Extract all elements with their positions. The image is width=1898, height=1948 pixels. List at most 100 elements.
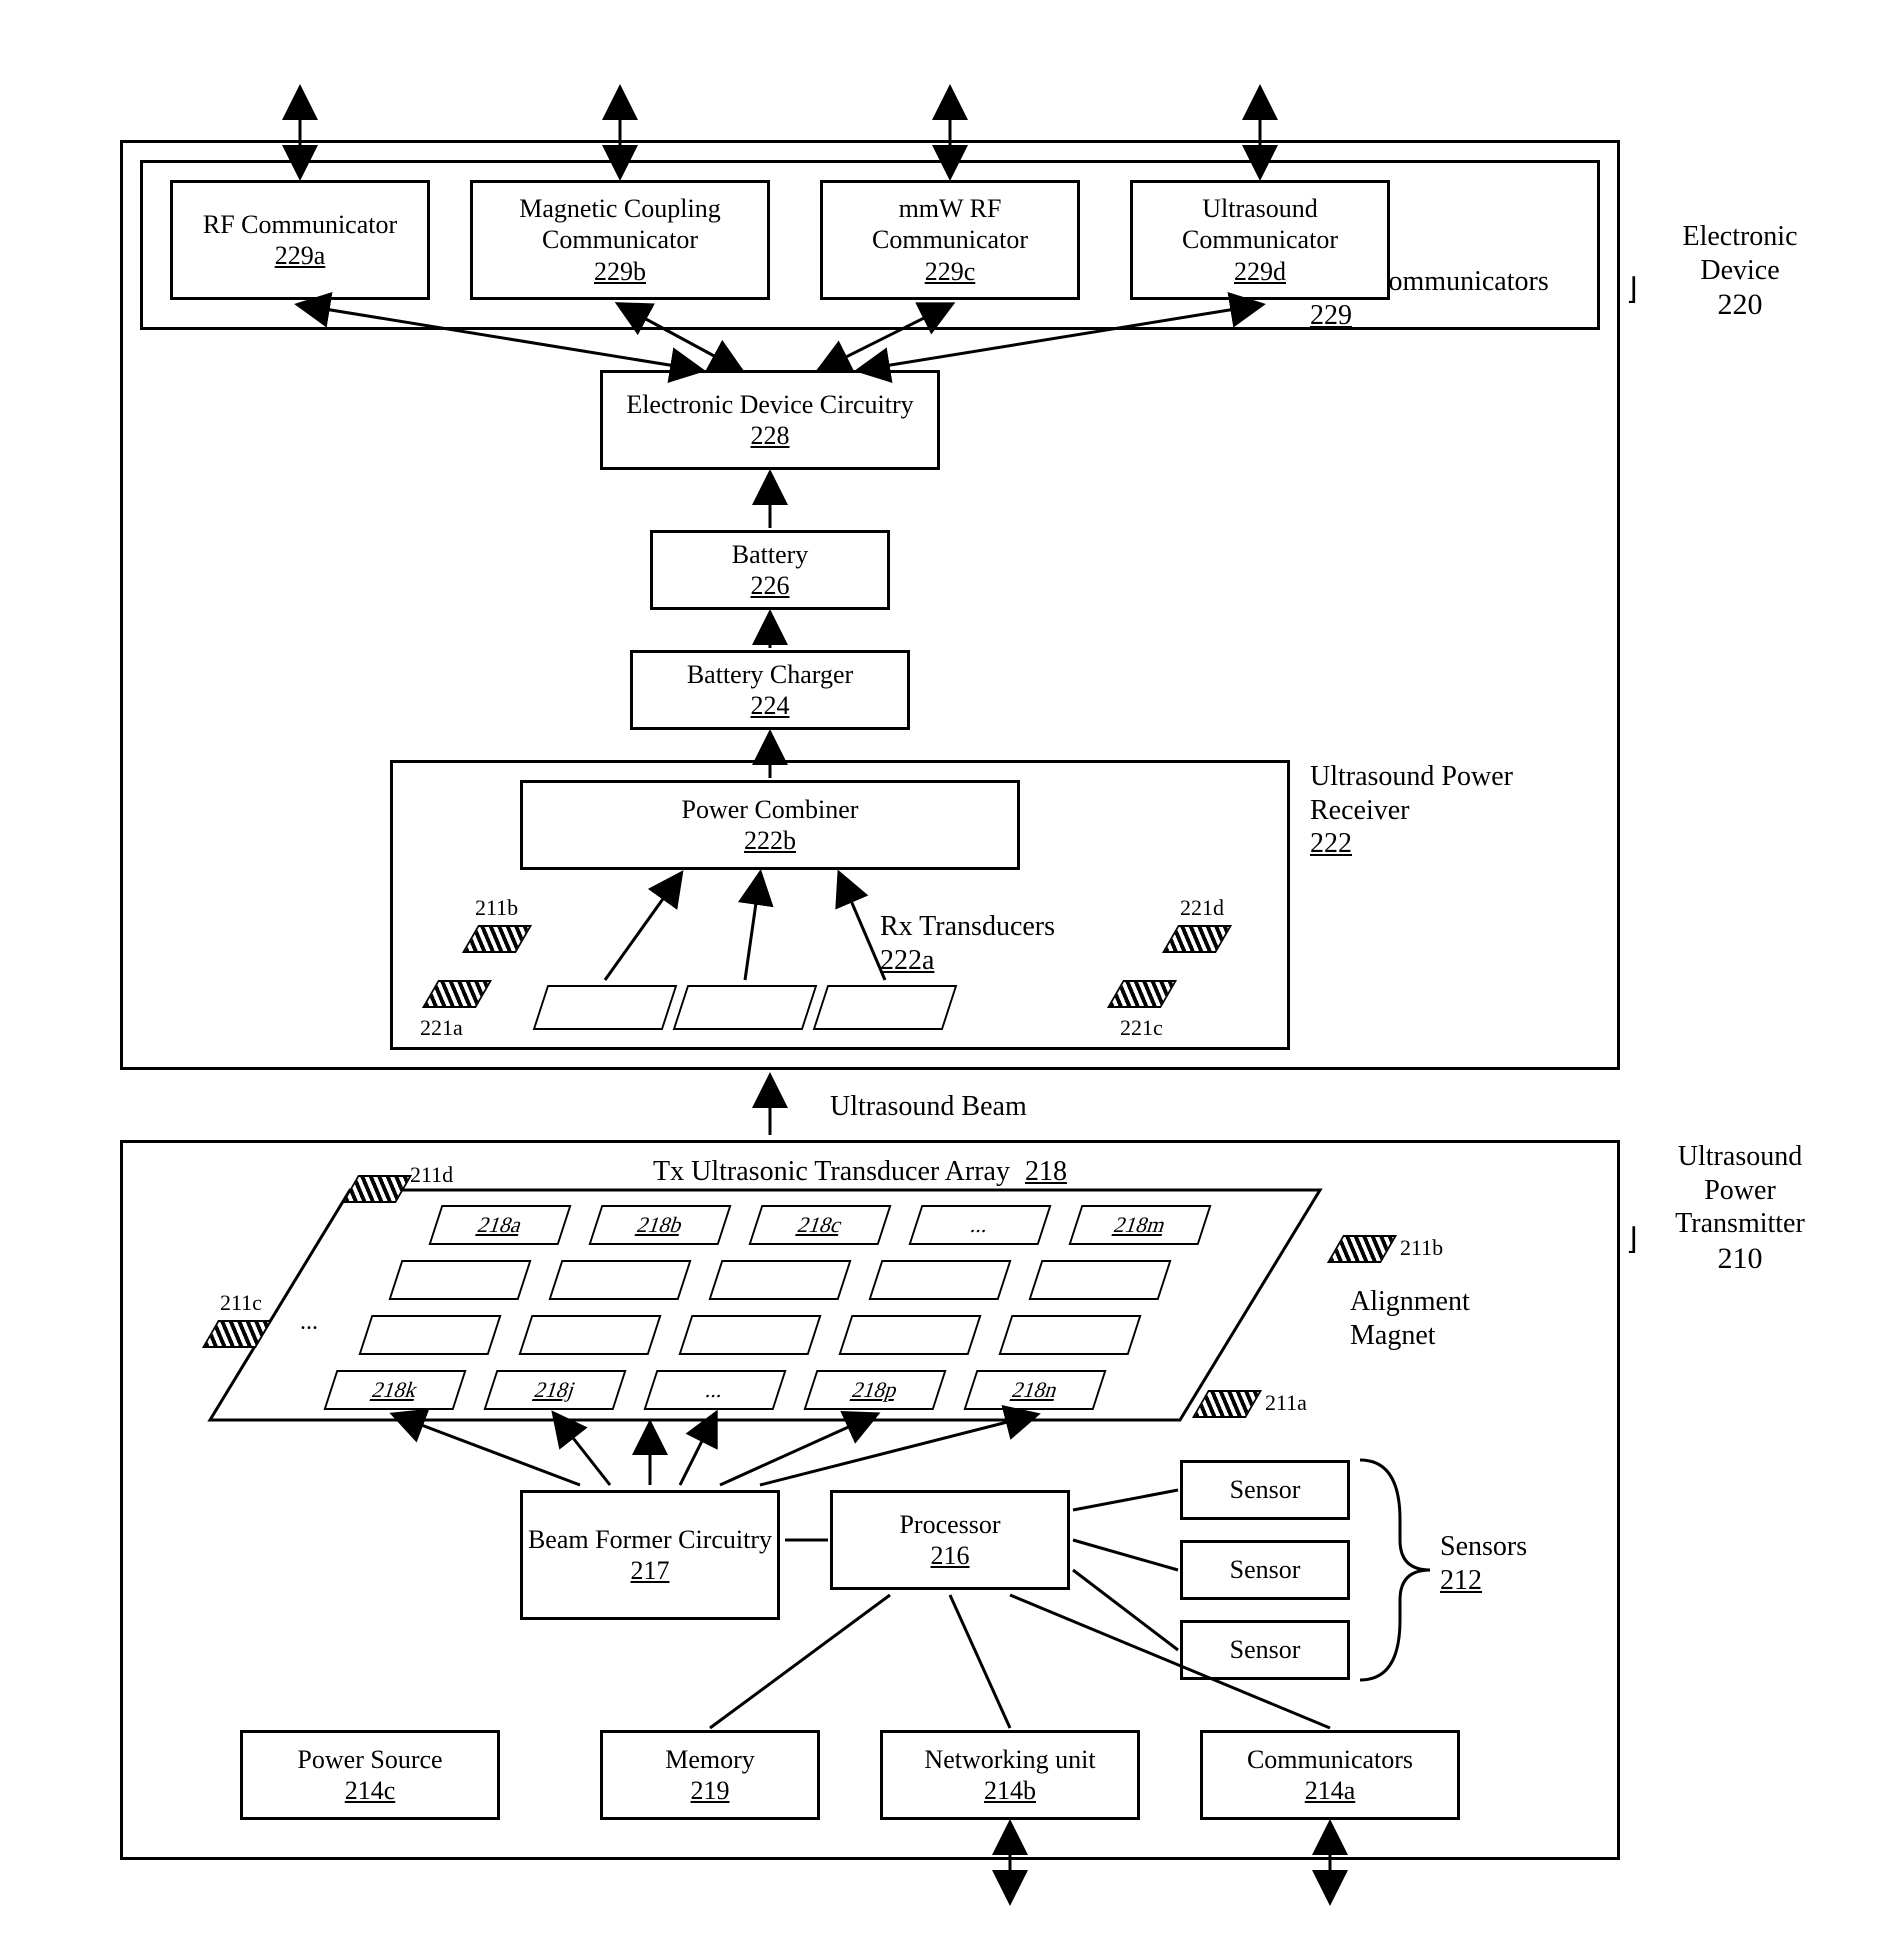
sensors-group-label: Sensors 212 bbox=[1440, 1530, 1527, 1597]
tx-cell-218a: 218a bbox=[429, 1205, 572, 1245]
sensor-1: Sensor bbox=[1230, 1474, 1301, 1505]
processor-ref: 216 bbox=[931, 1540, 970, 1571]
transmitter-ref: 210 bbox=[1718, 1242, 1763, 1275]
tx-218b: 218b bbox=[634, 1212, 686, 1238]
tx-cell-mid-3 bbox=[709, 1260, 852, 1300]
beam-former-ref: 217 bbox=[631, 1555, 670, 1586]
beam-former-box: Beam Former Circuitry 217 bbox=[520, 1490, 780, 1620]
circuitry-ref: 228 bbox=[751, 420, 790, 451]
battery-box: Battery 226 bbox=[650, 530, 890, 610]
tx-array-label: Tx Ultrasonic Transducer Array 218 bbox=[600, 1155, 1120, 1189]
tx-cell-mid2-1 bbox=[359, 1315, 502, 1355]
ultrasound-beam-label: Ultrasound Beam bbox=[830, 1090, 1027, 1124]
tx-magnet-211c-label: 211c bbox=[220, 1290, 262, 1316]
mmw-rf-communicator-box: mmW RF Communicator 229c bbox=[820, 180, 1080, 300]
rf-comm-name: RF Communicator bbox=[203, 209, 397, 240]
mag-comm-name: Magnetic Coupling Communicator bbox=[473, 193, 767, 255]
mmw-comm-name: mmW RF Communicator bbox=[823, 193, 1077, 255]
us-comm-ref: 229d bbox=[1234, 256, 1286, 287]
tx-218n: 218n bbox=[1009, 1377, 1061, 1403]
tx-218c: 218c bbox=[794, 1212, 845, 1238]
tx-218m: 218m bbox=[1111, 1212, 1170, 1238]
tx-cell-218k: 218k bbox=[324, 1370, 467, 1410]
electronic-device-label: Electronic Device 220 ⌋ bbox=[1640, 220, 1840, 323]
circuitry-name: Electronic Device Circuitry bbox=[626, 389, 913, 420]
tx-mid-dots: ... bbox=[300, 1308, 318, 1337]
tx-218j: 218j bbox=[531, 1377, 579, 1403]
sensor-box-2: Sensor bbox=[1180, 1540, 1350, 1600]
power-source-box: Power Source 214c bbox=[240, 1730, 500, 1820]
power-source-name: Power Source bbox=[297, 1744, 442, 1775]
tx-cell-mid-5 bbox=[1029, 1260, 1172, 1300]
us-comm-name: Ultrasound Communicator bbox=[1133, 193, 1387, 255]
tx-cell-mid2-5 bbox=[999, 1315, 1142, 1355]
sensors-ref: 212 bbox=[1440, 1565, 1482, 1596]
tx-dots-top: ... bbox=[968, 1212, 993, 1238]
transmitter-title: Ultrasound Power Transmitter bbox=[1675, 1141, 1805, 1239]
tx-cell-218m: 218m bbox=[1069, 1205, 1212, 1245]
sensor-3: Sensor bbox=[1230, 1634, 1301, 1665]
rx-cell-3 bbox=[813, 985, 958, 1030]
tx-cell-mid-2 bbox=[549, 1260, 692, 1300]
comm-bottom-ref: 214a bbox=[1305, 1775, 1356, 1806]
ultrasound-communicator-box: Ultrasound Communicator 229d bbox=[1130, 180, 1390, 300]
power-combiner-box: Power Combiner 222b bbox=[520, 780, 1020, 870]
power-source-ref: 214c bbox=[345, 1775, 396, 1806]
rx-cell-2 bbox=[673, 985, 818, 1030]
processor-box: Processor 216 bbox=[830, 1490, 1070, 1590]
alignment-magnet-label: Alignment Magnet bbox=[1350, 1285, 1530, 1352]
rx-cell-1 bbox=[533, 985, 678, 1030]
memory-ref: 219 bbox=[691, 1775, 730, 1806]
magnet-221d-label: 221d bbox=[1180, 895, 1224, 921]
magnet-221a-label: 221a bbox=[420, 1015, 463, 1041]
ultrasound-receiver-label: Ultrasound Power Receiver 222 bbox=[1310, 760, 1590, 861]
magnetic-coupling-communicator-box: Magnetic Coupling Communicator 229b bbox=[470, 180, 770, 300]
networking-name: Networking unit bbox=[924, 1744, 1095, 1775]
sensor-box-3: Sensor bbox=[1180, 1620, 1350, 1680]
memory-box: Memory 219 bbox=[600, 1730, 820, 1820]
electronic-device-title: Electronic Device bbox=[1682, 221, 1797, 286]
tx-cell-mid2-4 bbox=[839, 1315, 982, 1355]
tx-cell-218c: 218c bbox=[749, 1205, 892, 1245]
tx-cell-mid2-2 bbox=[519, 1315, 662, 1355]
magnet-221c-label: 221c bbox=[1120, 1015, 1163, 1041]
rf-comm-ref: 229a bbox=[275, 240, 326, 271]
comm-bottom-name: Communicators bbox=[1247, 1744, 1413, 1775]
device-circuitry-box: Electronic Device Circuitry 228 bbox=[600, 370, 940, 470]
tx-cell-dots-bot: ... bbox=[644, 1370, 787, 1410]
diagram-canvas: Electronic Device 220 ⌋ Data Communicato… bbox=[40, 40, 1858, 1908]
tx-magnet-211a-label: 211a bbox=[1265, 1390, 1307, 1416]
tx-cell-mid-1 bbox=[389, 1260, 532, 1300]
tx-cell-dots-top: ... bbox=[909, 1205, 1052, 1245]
combiner-name: Power Combiner bbox=[682, 794, 859, 825]
networking-ref: 214b bbox=[984, 1775, 1036, 1806]
tx-cell-218b: 218b bbox=[589, 1205, 732, 1245]
tx-magnet-211b-label: 211b bbox=[1400, 1235, 1443, 1261]
networking-unit-box: Networking unit 214b bbox=[880, 1730, 1140, 1820]
tx-cell-218n: 218n bbox=[964, 1370, 1107, 1410]
processor-name: Processor bbox=[899, 1509, 1000, 1540]
tx-magnet-211d-label: 211d bbox=[410, 1162, 453, 1188]
tx-218k: 218k bbox=[369, 1377, 421, 1403]
transmitter-title-label: Ultrasound Power Transmitter 210 ⌋ bbox=[1640, 1140, 1840, 1277]
rx-trans-text: Rx Transducers bbox=[880, 911, 1055, 942]
beam-former-name: Beam Former Circuitry bbox=[528, 1524, 772, 1555]
battery-name: Battery bbox=[732, 539, 809, 570]
magnet-211b-label: 211b bbox=[475, 895, 518, 921]
memory-name: Memory bbox=[665, 1744, 755, 1775]
tx-dots-bot: ... bbox=[703, 1377, 728, 1403]
sensors-text: Sensors bbox=[1440, 1531, 1527, 1562]
tx-array-text: Tx Ultrasonic Transducer Array bbox=[653, 1156, 1010, 1187]
receiver-ref: 222 bbox=[1310, 828, 1352, 859]
tx-array-ref: 218 bbox=[1025, 1156, 1067, 1187]
tx-cell-mid-4 bbox=[869, 1260, 1012, 1300]
charger-ref: 224 bbox=[751, 690, 790, 721]
tx-cell-mid2-3 bbox=[679, 1315, 822, 1355]
electronic-device-ref: 220 bbox=[1718, 288, 1763, 321]
tx-218a: 218a bbox=[474, 1212, 525, 1238]
battery-charger-box: Battery Charger 224 bbox=[630, 650, 910, 730]
tx-218p: 218p bbox=[849, 1377, 901, 1403]
sensor-box-1: Sensor bbox=[1180, 1460, 1350, 1520]
receiver-title: Ultrasound Power Receiver bbox=[1310, 761, 1513, 826]
tx-cell-218p: 218p bbox=[804, 1370, 947, 1410]
